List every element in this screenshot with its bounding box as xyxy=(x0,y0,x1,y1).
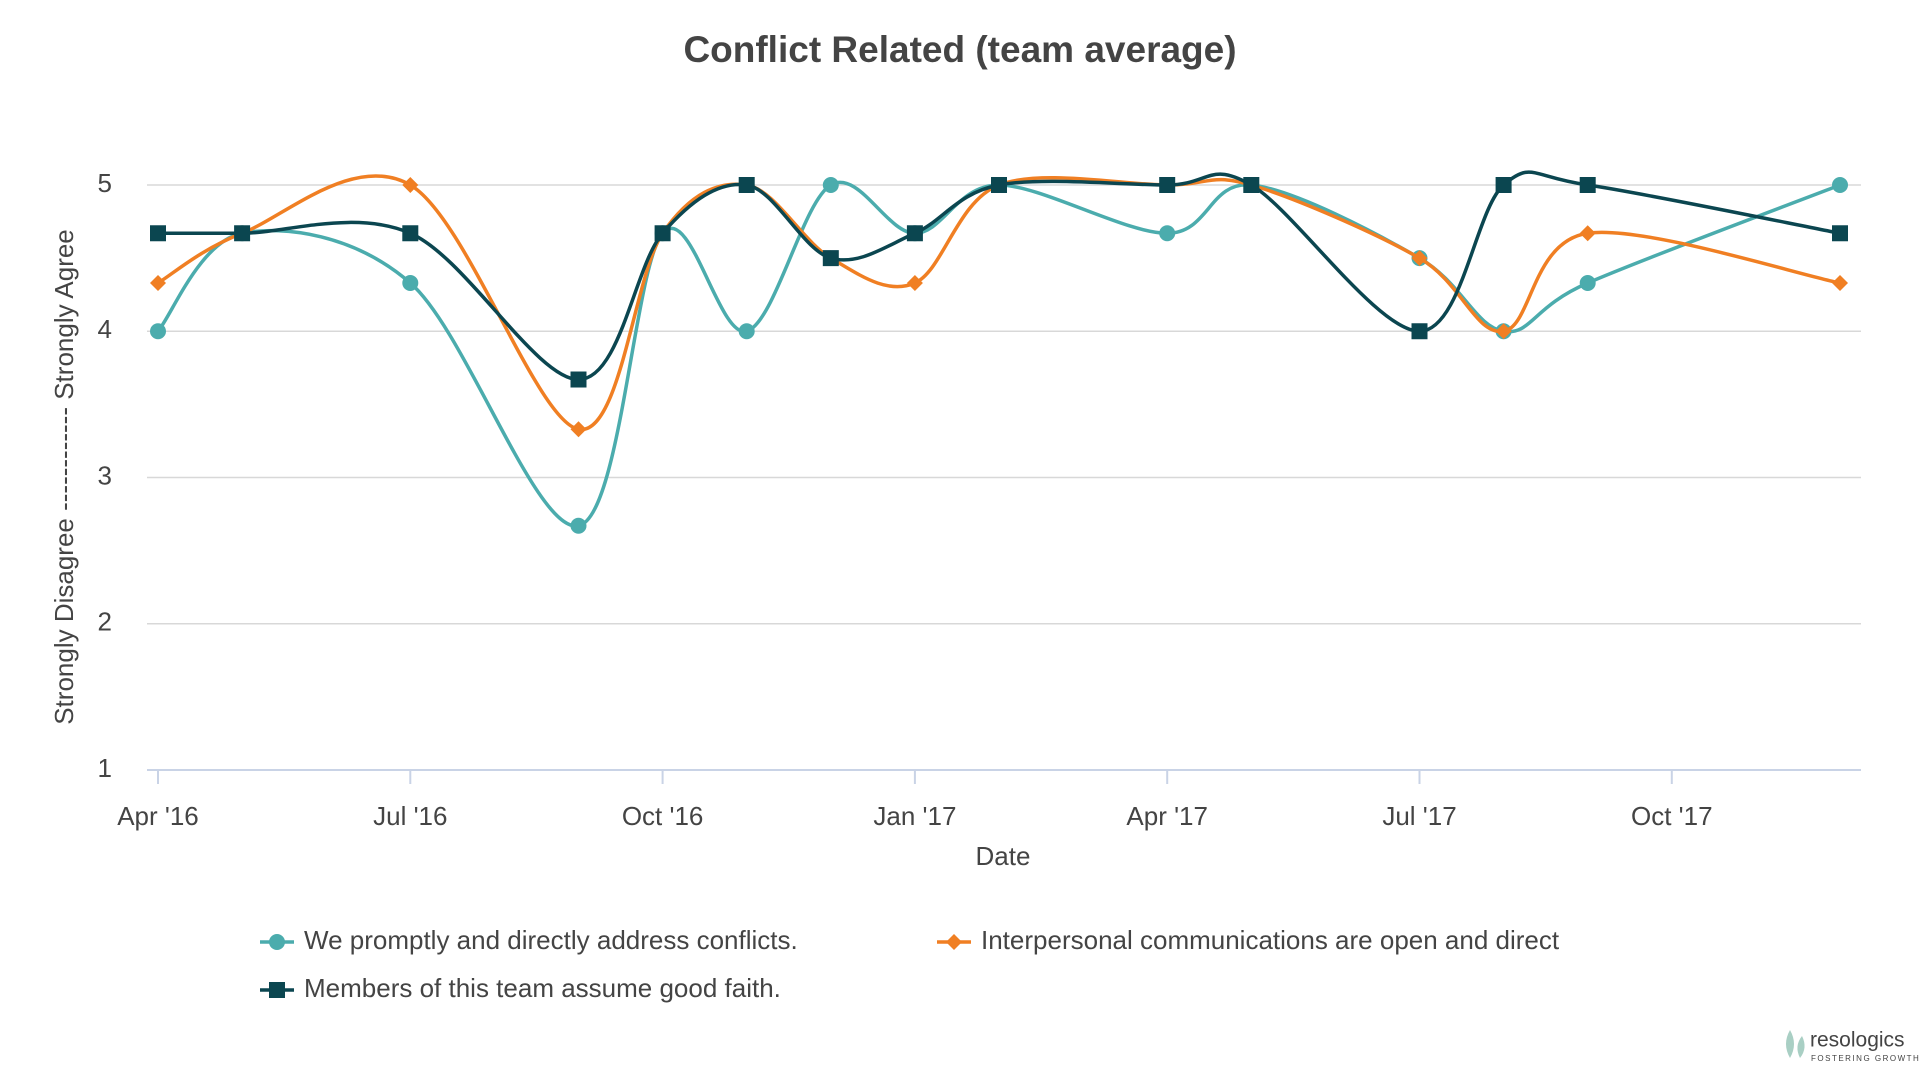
marker xyxy=(150,274,166,291)
marker xyxy=(1832,225,1848,242)
marker xyxy=(822,177,839,193)
series-line xyxy=(156,180,1841,528)
marker xyxy=(822,250,839,267)
marker xyxy=(150,323,166,340)
series-line xyxy=(157,174,1841,432)
series-line xyxy=(158,170,1841,382)
series xyxy=(150,177,1848,534)
logo: resologics FOSTERING GROWTH xyxy=(1786,1029,1920,1063)
marker xyxy=(1579,177,1596,193)
marker xyxy=(269,982,285,998)
marker xyxy=(402,274,419,291)
marker xyxy=(402,225,419,242)
x-tick-label: Oct '17 xyxy=(1631,801,1713,831)
marker xyxy=(1495,177,1512,193)
marker xyxy=(1159,225,1176,242)
marker xyxy=(1832,177,1848,193)
y-tick-label: 2 xyxy=(98,607,112,637)
x-tick-label: Apr '17 xyxy=(1126,801,1208,831)
logo-icon xyxy=(1786,1030,1805,1058)
series xyxy=(150,170,1848,388)
series xyxy=(150,174,1848,438)
x-axis-label: Date xyxy=(976,841,1031,871)
marker xyxy=(654,225,671,242)
marker xyxy=(570,517,587,534)
logo-tagline: FOSTERING GROWTH xyxy=(1811,1054,1920,1063)
marker xyxy=(906,274,923,291)
marker xyxy=(570,421,587,438)
y-axis-label: Strongly Disagree ------------ Strongly … xyxy=(49,229,79,725)
marker xyxy=(1411,250,1428,267)
marker xyxy=(234,225,251,242)
marker xyxy=(1411,323,1428,340)
marker xyxy=(991,177,1007,193)
marker xyxy=(946,934,962,950)
legend-label: We promptly and directly address conflic… xyxy=(304,925,798,955)
marker xyxy=(906,225,923,242)
marker xyxy=(570,371,587,388)
y-tick-label: 1 xyxy=(98,753,112,783)
logo-name: resologics xyxy=(1810,1029,1905,1052)
x-tick-label: Oct '16 xyxy=(622,801,704,831)
legend-label: Interpersonal communications are open an… xyxy=(981,925,1560,955)
marker xyxy=(150,225,166,242)
marker xyxy=(1579,274,1596,291)
x-tick-label: Apr '16 xyxy=(117,801,199,831)
chart-title: Conflict Related (team average) xyxy=(683,29,1236,70)
legend-label: Members of this team assume good faith. xyxy=(304,973,781,1003)
y-tick-label: 3 xyxy=(98,460,112,490)
marker xyxy=(1495,323,1512,340)
marker xyxy=(738,323,755,340)
marker xyxy=(738,177,755,193)
marker xyxy=(269,934,285,950)
marker xyxy=(1832,274,1848,291)
y-tick-label: 4 xyxy=(98,314,112,344)
x-tick-label: Jan '17 xyxy=(873,801,956,831)
marker xyxy=(1243,177,1260,193)
x-tick-label: Jul '17 xyxy=(1382,801,1456,831)
marker xyxy=(1159,177,1176,193)
y-tick-label: 5 xyxy=(98,168,112,198)
marker xyxy=(1579,225,1596,242)
marker xyxy=(402,177,419,193)
x-tick-label: Jul '16 xyxy=(373,801,447,831)
